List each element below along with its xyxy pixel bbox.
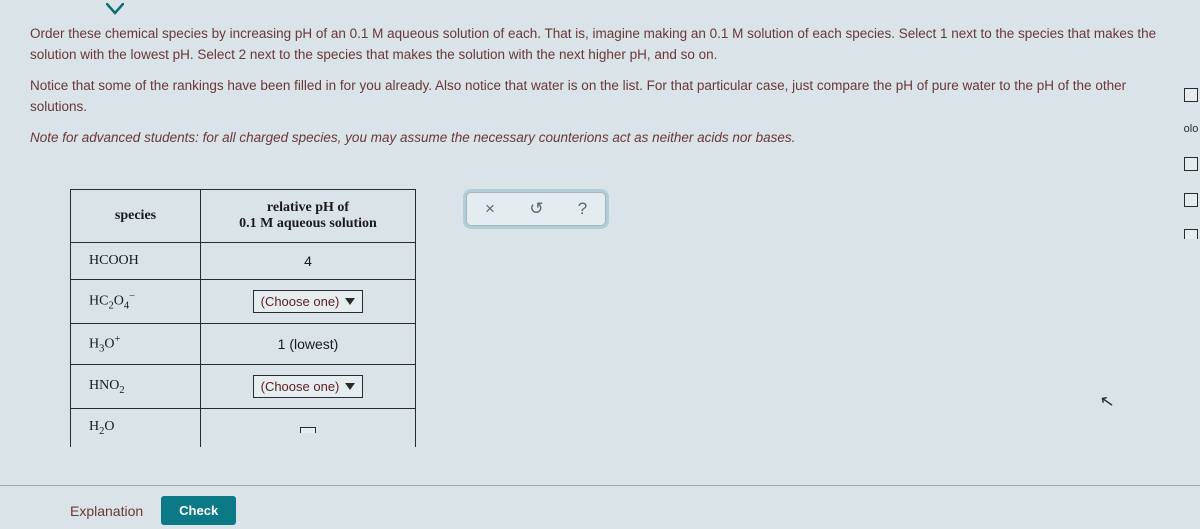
rank-select[interactable]: (Choose one) xyxy=(253,375,364,398)
species-cell: HCOOH xyxy=(71,242,201,279)
instructions-note: Note for advanced students: for all char… xyxy=(30,128,1170,149)
table-row: HC2O4− (Choose one) xyxy=(71,279,416,323)
value-cell: (Choose one) xyxy=(201,279,416,323)
answer-toolbar: × ↺ ? xyxy=(466,192,606,226)
rank-select[interactable] xyxy=(300,427,316,433)
check-button[interactable]: Check xyxy=(161,496,236,525)
footer-bar: Explanation Check xyxy=(0,485,1200,529)
tool-icon[interactable] xyxy=(1184,88,1198,102)
table-row: HCOOH 4 xyxy=(71,242,416,279)
rank-select-label: (Choose one) xyxy=(261,379,340,394)
tool-icon[interactable] xyxy=(1184,157,1198,171)
species-cell: HNO2 xyxy=(71,365,201,409)
value-cell-fixed: 4 xyxy=(201,242,416,279)
species-cell: H2O xyxy=(71,409,201,447)
species-table-body: HCOOH 4 HC2O4− (Choose one) H3O+ 1 (lowe… xyxy=(71,242,416,447)
undo-icon: ↺ xyxy=(529,199,543,219)
value-cell-fixed: 1 (lowest) xyxy=(201,323,416,364)
tool-icon[interactable] xyxy=(1184,229,1198,239)
clear-button[interactable]: × xyxy=(467,193,513,225)
instructions-block: Order these chemical species by increasi… xyxy=(0,0,1200,169)
reset-button[interactable]: ↺ xyxy=(513,193,559,225)
collapse-chevron-icon[interactable] xyxy=(95,0,135,18)
help-icon: ? xyxy=(578,199,587,219)
note-rest: for all charged species, you may assume … xyxy=(199,130,796,145)
tool-label: olo xyxy=(1184,124,1199,135)
chevron-down-icon xyxy=(345,383,355,390)
rank-select[interactable]: (Choose one) xyxy=(253,290,364,313)
close-icon: × xyxy=(485,199,495,219)
right-tool-rail: olo xyxy=(1182,88,1200,239)
explanation-link[interactable]: Explanation xyxy=(70,503,143,519)
table-row: H3O+ 1 (lowest) xyxy=(71,323,416,364)
tool-icon[interactable] xyxy=(1184,193,1198,207)
instructions-paragraph-2: Notice that some of the rankings have be… xyxy=(30,76,1170,118)
table-header-value: relative pH of 0.1 M aqueous solution xyxy=(201,189,416,242)
cursor-icon: ↖ xyxy=(1098,391,1116,413)
value-cell: (Choose one) xyxy=(201,365,416,409)
value-cell xyxy=(201,409,416,447)
table-row: HNO2 (Choose one) xyxy=(71,365,416,409)
instructions-paragraph-1: Order these chemical species by increasi… xyxy=(30,24,1170,66)
note-lead: Note for advanced students: xyxy=(30,130,199,145)
species-cell: H3O+ xyxy=(71,323,201,364)
help-button[interactable]: ? xyxy=(559,193,605,225)
species-table: species relative pH of 0.1 M aqueous sol… xyxy=(70,189,416,447)
table-row: H2O xyxy=(71,409,416,447)
chevron-down-icon xyxy=(345,298,355,305)
species-cell: HC2O4− xyxy=(71,279,201,323)
rank-select-label: (Choose one) xyxy=(261,294,340,309)
table-header-species: species xyxy=(71,189,201,242)
